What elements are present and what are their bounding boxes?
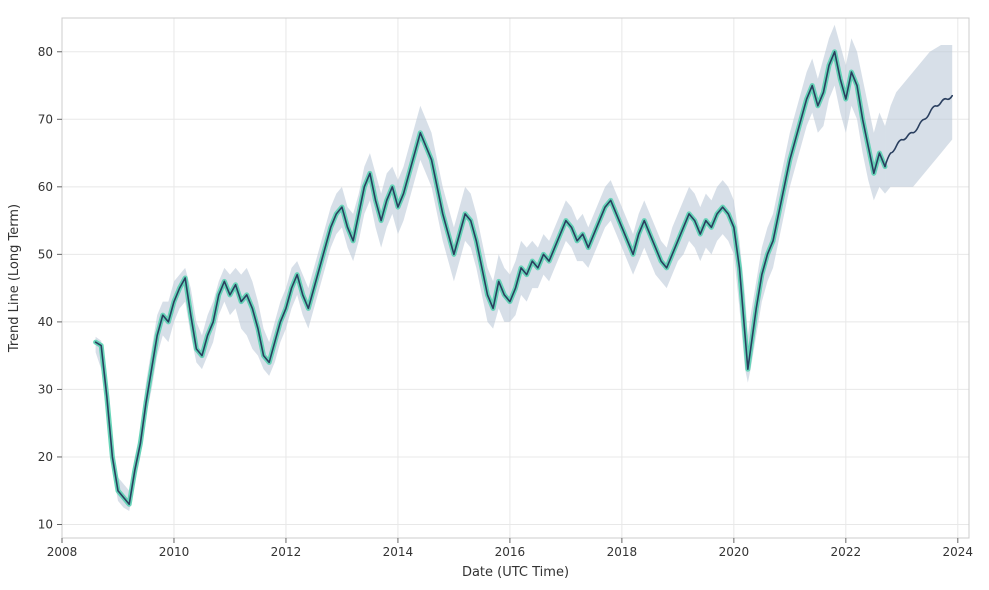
y-tick-label: 80 bbox=[38, 45, 53, 59]
trend-line-chart: 2008 2010 2012 2014 2016 2018 2020 2022 2024 10 20… bbox=[0, 0, 989, 590]
x-axis-label: Date (UTC Time) bbox=[462, 565, 569, 580]
x-tick-label: 2012 bbox=[271, 545, 302, 559]
x-tick-label: 2020 bbox=[719, 545, 750, 559]
x-tick-label: 2022 bbox=[831, 545, 862, 559]
x-tick-label: 2014 bbox=[383, 545, 414, 559]
y-tick-label: 40 bbox=[38, 315, 53, 329]
x-tick-label: 2016 bbox=[495, 545, 526, 559]
x-tick-label: 2024 bbox=[943, 545, 974, 559]
y-tick-label: 30 bbox=[38, 382, 53, 396]
y-axis-label: Trend Line (Long Term) bbox=[7, 204, 22, 353]
y-tick-label: 50 bbox=[38, 247, 53, 261]
y-tick-label: 60 bbox=[38, 180, 53, 194]
chart-container: 2008 2010 2012 2014 2016 2018 2020 2022 2024 10 20… bbox=[0, 0, 989, 590]
x-tick-label: 2010 bbox=[159, 545, 190, 559]
x-tick-label: 2008 bbox=[47, 545, 78, 559]
x-tick-label: 2018 bbox=[607, 545, 638, 559]
y-tick-label: 70 bbox=[38, 112, 53, 126]
y-tick-label: 10 bbox=[38, 517, 53, 531]
y-tick-label: 20 bbox=[38, 450, 53, 464]
